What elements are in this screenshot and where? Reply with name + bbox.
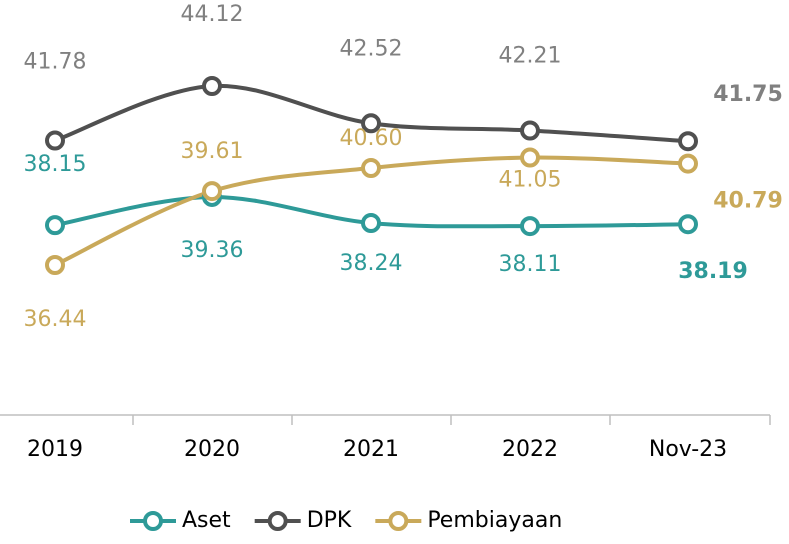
data-label: 39.61 bbox=[181, 139, 244, 164]
point bbox=[361, 158, 381, 179]
point bbox=[45, 255, 65, 275]
data-label: 38.11 bbox=[499, 252, 562, 277]
point bbox=[45, 130, 65, 151]
point bbox=[361, 113, 381, 134]
x-tick-label: 2021 bbox=[343, 437, 399, 462]
data-label: 39.36 bbox=[181, 238, 244, 263]
data-label: 41.05 bbox=[499, 168, 562, 193]
data-label: 40.79 bbox=[713, 189, 783, 214]
data-label: 40.60 bbox=[340, 126, 403, 151]
legend-label: Aset bbox=[182, 508, 231, 533]
data-label: 42.21 bbox=[499, 44, 562, 69]
legend-marker bbox=[388, 511, 409, 531]
data-label: 38.15 bbox=[24, 152, 87, 177]
data-label: 38.24 bbox=[340, 251, 403, 276]
point bbox=[678, 214, 698, 235]
x-tick-label: 2022 bbox=[502, 437, 558, 462]
x-tick-label: 2019 bbox=[27, 437, 83, 462]
data-label: 41.75 bbox=[713, 82, 783, 107]
point bbox=[361, 213, 381, 234]
point bbox=[520, 216, 540, 237]
point bbox=[678, 153, 698, 174]
point bbox=[520, 120, 540, 141]
x-tick-label: Nov-23 bbox=[649, 437, 727, 462]
point bbox=[520, 147, 540, 168]
data-label: 44.12 bbox=[181, 2, 244, 27]
point bbox=[678, 131, 698, 152]
data-label: 41.78 bbox=[24, 50, 87, 75]
point bbox=[202, 76, 222, 96]
legend-label: Pembiayaan bbox=[427, 508, 562, 533]
x-tick-label: 2020 bbox=[184, 437, 240, 462]
point bbox=[202, 181, 222, 202]
legend-marker bbox=[267, 511, 288, 531]
legend-marker bbox=[143, 511, 163, 531]
point bbox=[45, 215, 65, 236]
data-label: 36.44 bbox=[24, 307, 87, 332]
data-label: 42.52 bbox=[340, 36, 403, 61]
legend-label: DPK bbox=[307, 508, 352, 533]
data-label: 38.19 bbox=[678, 259, 748, 284]
